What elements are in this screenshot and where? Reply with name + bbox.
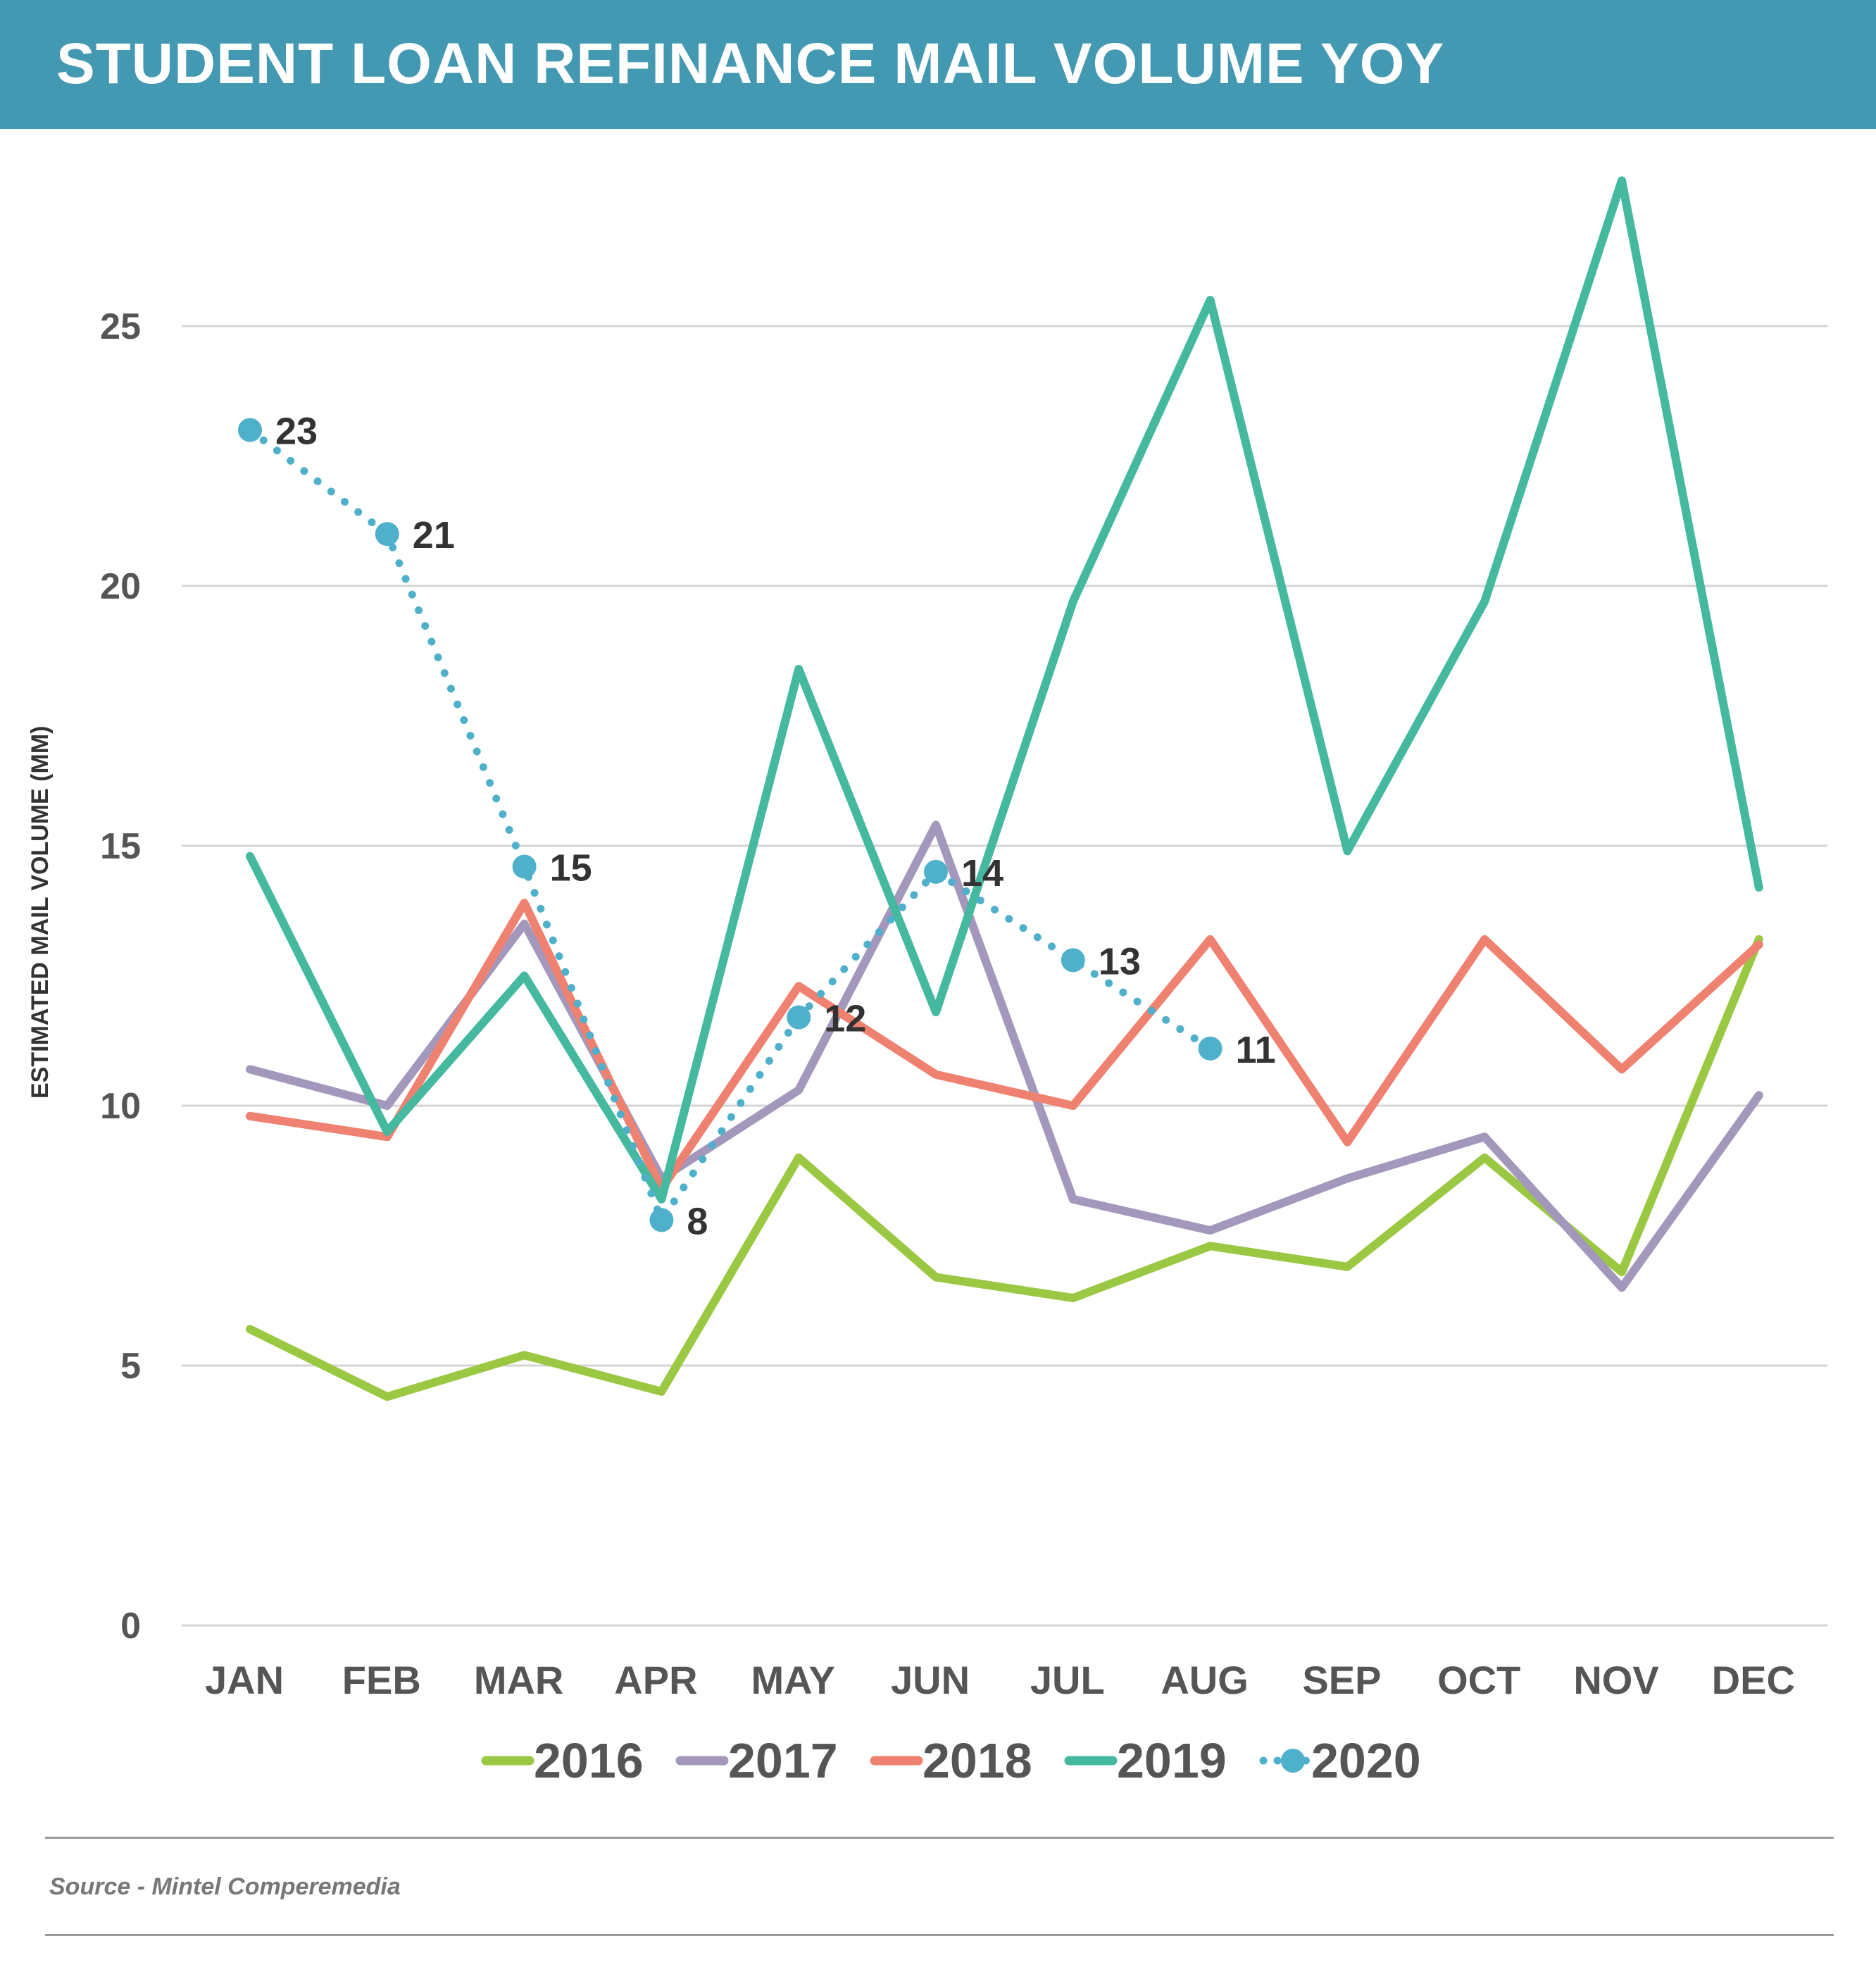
- source-note: Source - Mintel Comperemedia: [49, 1873, 401, 1900]
- x-tick-label: FEB: [342, 1658, 421, 1702]
- x-tick-label: NOV: [1573, 1658, 1658, 1702]
- data-point-marker: [512, 854, 537, 879]
- footer-divider-top: [45, 1837, 1834, 1839]
- data-point-marker: [375, 522, 399, 547]
- data-label: 11: [1236, 1029, 1276, 1071]
- y-tick-label: 20: [100, 566, 141, 607]
- data-label: 21: [413, 514, 455, 556]
- x-tick-label: JUN: [891, 1658, 970, 1702]
- legend-label-2017: 2017: [728, 1733, 838, 1788]
- series-line-2018: [246, 899, 1763, 1194]
- data-label: 14: [961, 852, 1003, 894]
- data-label: 13: [1099, 940, 1141, 982]
- data-point-marker: [649, 1208, 674, 1232]
- chart-title: STUDENT LOAN REFINANCE MAIL VOLUME YOY: [56, 32, 1445, 96]
- data-label: 23: [275, 411, 318, 453]
- data-label: 15: [550, 847, 592, 889]
- legend-label-2016: 2016: [534, 1733, 644, 1788]
- x-tick-label: AUG: [1161, 1658, 1248, 1702]
- footer-divider-bottom: [45, 1934, 1834, 1936]
- y-tick-label: 15: [100, 826, 141, 867]
- x-tick-label: JUL: [1030, 1658, 1105, 1702]
- line-chart: 0 5 10 15 20 25 JAN FEB MAR APR MAY JUN JUL AUG SEP OCT…: [100, 176, 1827, 1788]
- y-tick-label: 25: [100, 306, 141, 347]
- legend-label-2020: 2020: [1311, 1733, 1421, 1788]
- series-line-2019: [246, 176, 1763, 1204]
- legend-label-2019: 2019: [1117, 1733, 1227, 1788]
- data-point-marker: [238, 418, 262, 442]
- x-tick-label: SEP: [1302, 1658, 1381, 1702]
- y-tick-label: 10: [100, 1086, 141, 1127]
- x-tick-label: JAN: [205, 1658, 284, 1702]
- data-point-marker: [1198, 1036, 1222, 1061]
- series-line-2020: [246, 426, 1215, 1229]
- x-tick-label: OCT: [1437, 1658, 1520, 1702]
- data-label: 12: [824, 998, 866, 1040]
- series-line-2017: [246, 820, 1763, 1292]
- y-tick-label: 0: [120, 1606, 141, 1647]
- series-line-2016: [246, 935, 1763, 1401]
- legend-label-2018: 2018: [923, 1733, 1032, 1788]
- data-label: 8: [687, 1200, 708, 1242]
- chart-header: STUDENT LOAN REFINANCE MAIL VOLUME YOY: [0, 0, 1876, 129]
- x-tick-label: APR: [614, 1658, 697, 1702]
- x-tick-label: MAY: [751, 1658, 835, 1702]
- x-tick-label: MAR: [474, 1658, 564, 1702]
- legend-marker-2020: [1281, 1749, 1305, 1773]
- data-point-marker: [924, 859, 948, 884]
- data-point-marker: [1061, 948, 1085, 973]
- y-tick-label: 5: [120, 1346, 141, 1387]
- x-tick-label: DEC: [1712, 1658, 1795, 1702]
- data-point-marker: [787, 1005, 811, 1030]
